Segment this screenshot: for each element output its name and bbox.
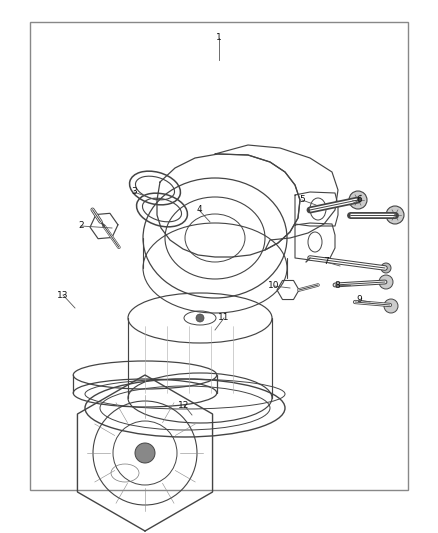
Text: 7: 7 [323,257,329,266]
Circle shape [379,275,393,289]
Text: 9: 9 [356,295,362,304]
Circle shape [384,299,398,313]
Text: 2: 2 [78,222,84,230]
Circle shape [381,263,391,273]
Text: 13: 13 [57,290,69,300]
Text: 10: 10 [268,281,280,290]
Circle shape [386,206,404,224]
Circle shape [196,314,204,322]
Text: 11: 11 [218,313,230,322]
Text: 4: 4 [196,206,202,214]
Text: 6: 6 [356,196,362,205]
Circle shape [135,443,155,463]
Bar [30,22,408,490]
Text: 8: 8 [334,280,340,289]
Text: 1: 1 [216,34,222,43]
Text: 3: 3 [131,188,137,197]
Text: 5: 5 [299,196,305,205]
Circle shape [349,191,367,209]
Text: 12: 12 [178,400,190,409]
